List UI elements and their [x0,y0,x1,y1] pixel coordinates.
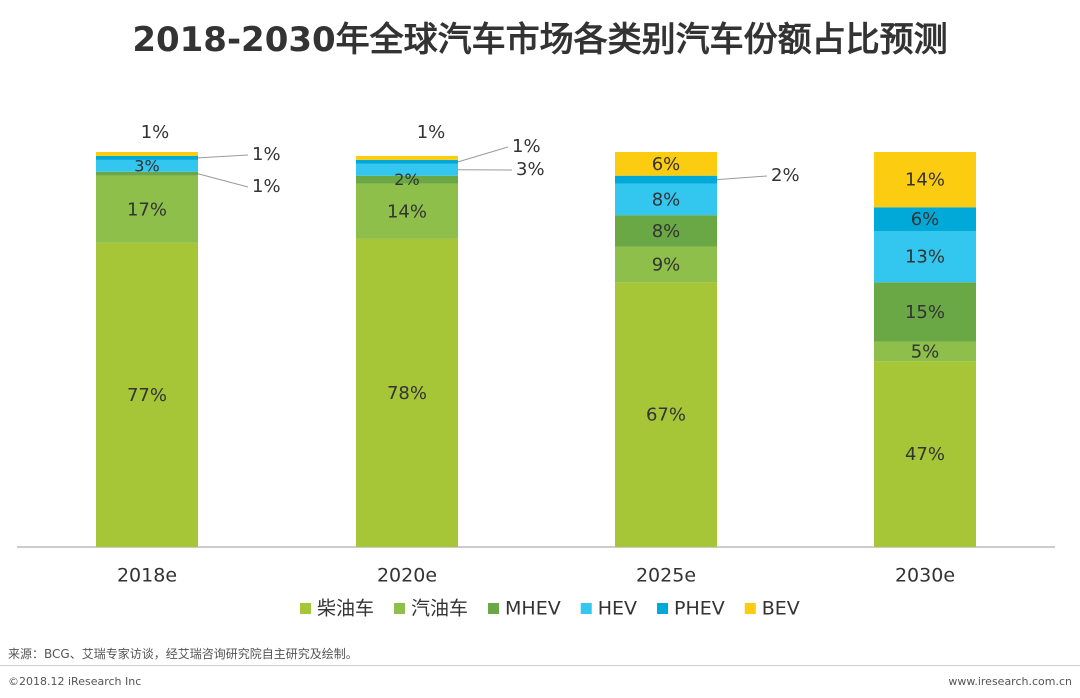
bar-segment-2030e-柴油车 [874,361,976,547]
data-label-2020e-BEV: 1% [417,122,446,143]
legend-swatch-PHEV [657,603,669,614]
data-label-2018e-HEV: 3% [134,156,159,175]
legend-label-HEV: HEV [598,598,637,620]
data-label-2020e-PHEV: 1% [512,136,541,157]
data-label-2030e-HEV: 13% [905,247,945,268]
data-label-2020e-MHEV: 2% [394,170,419,189]
x-tick-label-2030e: 2030e [895,565,955,587]
bar-segment-2025e-PHEV [615,175,717,184]
footer-divider [0,665,1080,666]
source-note: 来源：BCG、艾瑞专家访谈，经艾瑞咨询研究院自主研究及绘制。 [8,647,358,661]
bar-segment-2020e-HEV [356,163,458,176]
data-label-2020e-HEV: 3% [516,159,545,180]
chart-title: 2018-2030年全球汽车市场各类别汽车份额占比预测 [132,20,948,60]
legend-label-BEV: BEV [762,598,800,620]
bar-segment-2020e-MHEV [356,175,458,184]
bar-segment-2018e-汽油车 [96,175,198,243]
copyright-text: ©2018.12 iResearch Inc [8,675,142,688]
leader-line-2018e-MHEV [197,173,249,188]
data-label-2025e-BEV: 6% [652,154,681,175]
bar-segment-2025e-MHEV [615,215,717,247]
bar-segment-2020e-PHEV [356,159,458,164]
bar-segment-2018e-PHEV [96,155,198,160]
legend-swatch-MHEV [488,603,500,614]
bar-segment-2020e-BEV [356,155,458,160]
data-label-2018e-MHEV: 1% [252,176,281,197]
leader-line-2018e-PHEV [197,154,249,159]
data-label-2020e-柴油车: 78% [387,383,427,404]
bar-segment-2018e-MHEV [96,171,198,176]
legend-swatch-BEV [744,603,756,614]
bar-segment-2030e-汽油车 [874,341,976,362]
bar-segment-2020e-汽油车 [356,183,458,239]
bar-segment-2030e-MHEV [874,282,976,342]
bar-segment-2030e-BEV [874,152,976,208]
bar-segment-2018e-柴油车 [96,242,198,547]
bar-segment-2018e-HEV [96,159,198,172]
bar-segment-2030e-PHEV [874,207,976,231]
bar-segment-2030e-HEV [874,231,976,283]
legend-swatch-汽油车 [394,603,406,614]
bar-segment-2025e-汽油车 [615,246,717,283]
bar-segment-2020e-柴油车 [356,238,458,547]
bar-segment-2025e-BEV [615,152,717,176]
bar-segment-2025e-HEV [615,183,717,216]
legend-swatch-柴油车 [300,603,311,614]
x-tick-label-2025e: 2025e [636,565,696,587]
data-label-2018e-汽油车: 17% [127,199,167,220]
data-label-2025e-汽油车: 9% [652,255,681,276]
data-label-2030e-BEV: 14% [905,170,945,191]
x-tick-label-2018e: 2018e [117,565,177,587]
data-label-2018e-BEV: 1% [141,122,170,143]
legend-swatch-HEV [580,603,592,614]
legend-label-MHEV: MHEV [505,598,561,620]
data-label-2030e-MHEV: 15% [905,302,945,323]
data-label-2020e-汽油车: 14% [387,201,427,222]
data-label-2025e-HEV: 8% [652,189,681,210]
leader-line-2025e-PHEV [716,175,768,181]
data-label-2025e-柴油车: 67% [646,405,686,426]
legend-label-柴油车: 柴油车 [317,598,374,620]
data-label-2018e-PHEV: 1% [252,144,281,165]
data-label-2030e-柴油车: 47% [905,444,945,465]
stacked-bar-chart: 2018e 2020e 2025e 2030e77%17%1%3%1%1%78%14%… [17,122,1055,620]
x-tick-label-2020e: 2020e [377,565,437,587]
bar-segment-2018e-BEV [96,152,198,156]
legend-label-汽油车: 汽油车 [411,598,468,620]
data-label-2025e-MHEV: 8% [652,221,681,242]
data-label-2030e-汽油车: 5% [911,341,940,362]
bar-segment-2025e-柴油车 [615,282,717,547]
data-label-2025e-PHEV: 2% [771,165,800,186]
leader-line-2020e-PHEV [457,146,509,163]
legend-label-PHEV: PHEV [674,598,725,620]
data-label-2030e-PHEV: 6% [911,209,940,230]
data-label-2018e-柴油车: 77% [127,385,167,406]
site-url: www.iresearch.com.cn [948,675,1072,688]
